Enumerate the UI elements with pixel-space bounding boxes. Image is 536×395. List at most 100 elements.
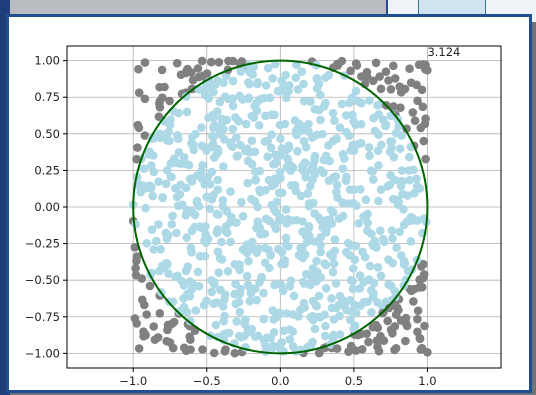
point-inside	[347, 94, 357, 103]
point-inside	[337, 99, 347, 109]
point-inside	[266, 250, 275, 259]
point-inside	[318, 223, 328, 232]
point-inside	[231, 279, 240, 289]
point-inside	[387, 143, 396, 152]
point-inside	[348, 110, 357, 120]
point-inside	[282, 162, 292, 172]
point-outside	[373, 342, 382, 352]
point-outside	[132, 154, 141, 164]
point-inside	[285, 335, 295, 344]
point-inside	[206, 142, 215, 152]
point-inside	[181, 159, 190, 168]
point-inside	[395, 144, 405, 153]
point-inside	[306, 97, 315, 106]
point-inside	[175, 190, 185, 199]
point-inside	[190, 222, 199, 232]
point-outside	[163, 323, 173, 333]
point-inside	[234, 331, 244, 341]
point-outside	[352, 61, 362, 70]
point-inside	[268, 74, 277, 83]
point-outside	[344, 347, 353, 357]
point-outside	[131, 264, 140, 273]
point-inside	[300, 303, 309, 312]
point-inside	[245, 327, 255, 337]
point-outside	[140, 94, 150, 104]
point-inside	[261, 340, 270, 350]
point-inside	[179, 302, 189, 312]
point-inside	[182, 92, 191, 101]
point-inside	[183, 262, 193, 271]
point-inside	[215, 97, 225, 107]
point-outside	[155, 103, 165, 112]
point-inside	[271, 158, 281, 167]
point-inside	[231, 113, 240, 122]
point-inside	[373, 263, 383, 272]
point-inside	[359, 297, 369, 307]
point-inside	[308, 264, 318, 273]
point-inside	[172, 228, 181, 238]
point-inside	[373, 101, 382, 110]
point-inside	[253, 78, 262, 87]
point-inside	[308, 296, 318, 306]
point-inside	[399, 205, 408, 214]
point-inside	[197, 141, 207, 150]
point-inside	[387, 137, 397, 146]
point-outside	[368, 76, 378, 86]
point-inside	[368, 292, 378, 302]
background-window-edge	[0, 0, 10, 395]
point-inside	[279, 326, 289, 336]
point-inside	[324, 141, 333, 150]
point-outside	[134, 123, 144, 133]
point-outside	[155, 97, 165, 106]
point-inside	[212, 228, 222, 238]
point-inside	[162, 166, 172, 175]
point-inside	[210, 80, 220, 89]
point-inside	[355, 284, 365, 293]
point-inside	[179, 294, 188, 303]
point-inside	[351, 86, 361, 96]
point-inside	[316, 247, 326, 257]
x-axis-ticks: −1.0 −0.5 0.0 0.5 1.0	[119, 368, 437, 388]
point-inside	[219, 135, 229, 144]
point-inside	[341, 176, 351, 185]
point-inside	[261, 185, 270, 195]
point-inside	[312, 276, 321, 286]
point-outside	[390, 74, 400, 83]
point-inside	[209, 132, 218, 142]
point-inside	[182, 107, 192, 117]
point-outside	[362, 329, 372, 339]
point-inside	[250, 101, 259, 111]
point-outside	[415, 334, 425, 344]
point-outside	[423, 65, 432, 75]
point-inside	[369, 113, 378, 123]
point-inside	[300, 279, 309, 288]
point-inside	[250, 147, 260, 157]
point-outside	[417, 262, 426, 271]
point-inside	[209, 299, 219, 309]
point-outside	[413, 96, 422, 106]
point-inside	[406, 237, 416, 246]
point-inside	[253, 217, 263, 226]
point-inside	[233, 151, 243, 160]
point-inside	[245, 296, 254, 306]
point-outside	[155, 309, 165, 318]
point-inside	[387, 226, 397, 235]
point-inside	[139, 164, 149, 173]
point-outside	[413, 306, 423, 316]
point-inside	[220, 290, 230, 299]
point-outside	[410, 116, 420, 125]
point-inside	[332, 187, 341, 197]
point-inside	[397, 251, 406, 260]
point-inside	[238, 212, 248, 221]
point-inside	[254, 121, 264, 130]
point-inside	[369, 278, 379, 288]
point-outside	[198, 71, 208, 81]
point-inside	[310, 324, 320, 334]
point-inside	[265, 216, 274, 226]
point-inside	[372, 243, 381, 252]
point-inside	[247, 194, 256, 204]
point-outside	[155, 82, 164, 92]
point-outside	[314, 348, 324, 358]
point-outside	[406, 78, 416, 87]
point-inside	[260, 229, 269, 239]
